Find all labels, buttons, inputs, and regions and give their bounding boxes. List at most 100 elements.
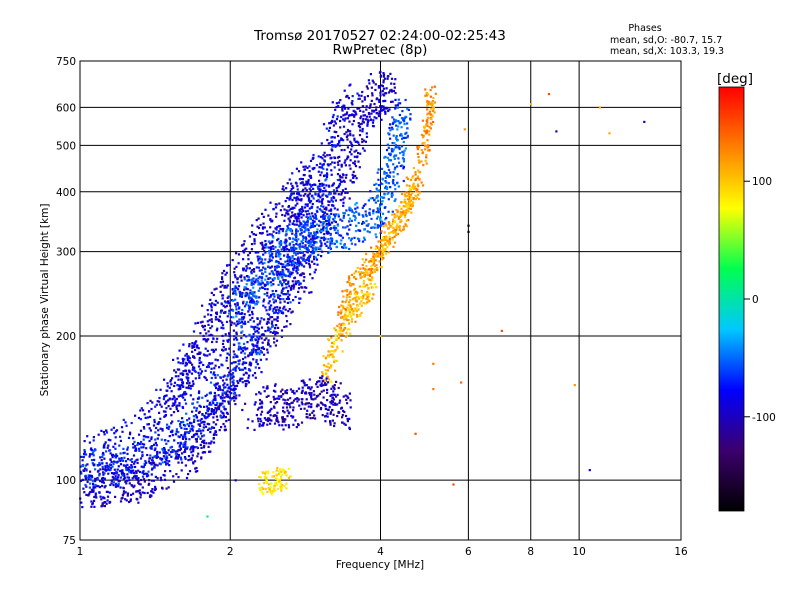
echo-point xyxy=(416,152,419,155)
echo-point xyxy=(200,361,203,364)
echo-point xyxy=(345,335,348,338)
echo-point xyxy=(299,242,302,246)
echo-point xyxy=(250,297,253,300)
echo-point xyxy=(305,398,308,401)
echo-point xyxy=(281,228,284,231)
echo-point xyxy=(371,286,375,289)
echo-point xyxy=(388,223,391,226)
echo-point xyxy=(353,215,357,218)
echo-point xyxy=(288,248,291,252)
echo-point xyxy=(170,414,173,417)
echo-point xyxy=(313,414,316,417)
echo-point xyxy=(252,277,255,280)
echo-point xyxy=(122,447,125,450)
echo-point xyxy=(240,274,243,277)
echo-point xyxy=(319,376,322,379)
echo-point xyxy=(201,324,204,327)
echo-point xyxy=(252,268,256,271)
echo-point xyxy=(300,210,303,213)
echo-point xyxy=(345,173,348,177)
echo-point xyxy=(222,311,225,314)
echo-point xyxy=(318,200,321,203)
echo-point xyxy=(250,231,254,234)
echo-point xyxy=(124,480,127,483)
echo-point xyxy=(339,332,342,335)
echo-point xyxy=(294,261,297,264)
echo-point xyxy=(242,318,245,321)
echo-point xyxy=(555,130,558,133)
echo-point xyxy=(90,474,93,478)
echo-point xyxy=(258,262,261,265)
echo-point xyxy=(232,350,235,353)
echo-point xyxy=(123,464,126,467)
echo-point xyxy=(273,482,276,485)
echo-point xyxy=(276,466,279,470)
echo-point xyxy=(344,414,348,418)
echo-point xyxy=(285,392,288,395)
echo-point xyxy=(182,359,185,362)
echo-point xyxy=(375,182,378,185)
echo-point xyxy=(320,215,323,218)
echo-point xyxy=(198,362,201,365)
echo-point xyxy=(81,464,85,467)
echo-point xyxy=(284,245,287,248)
echo-point xyxy=(352,214,355,217)
echo-point xyxy=(376,207,379,210)
echo-point xyxy=(311,212,314,215)
echo-point xyxy=(382,105,385,108)
echo-point xyxy=(310,403,313,406)
echo-point xyxy=(239,377,242,380)
echo-point xyxy=(385,236,388,239)
echo-point xyxy=(425,145,428,148)
echo-point xyxy=(381,212,385,215)
echo-point xyxy=(359,267,362,270)
echo-point xyxy=(366,121,369,124)
echo-point xyxy=(94,468,97,471)
echo-point xyxy=(374,248,377,251)
echo-point xyxy=(100,429,103,432)
echo-point xyxy=(365,108,368,111)
echo-point xyxy=(292,399,296,402)
echo-point xyxy=(324,237,327,240)
echo-point xyxy=(298,297,301,300)
echo-point xyxy=(375,106,378,109)
echo-point xyxy=(101,476,105,480)
echo-point xyxy=(240,331,243,334)
echo-point xyxy=(170,455,173,458)
echo-point xyxy=(271,316,274,319)
echo-point xyxy=(426,124,429,127)
echo-point xyxy=(225,411,229,414)
echo-point xyxy=(379,249,382,252)
echo-point xyxy=(173,403,176,406)
echo-point xyxy=(186,423,189,426)
echo-point xyxy=(324,155,327,158)
echo-point xyxy=(370,269,373,272)
echo-point xyxy=(293,252,296,255)
echo-point xyxy=(230,392,233,395)
echo-point xyxy=(170,383,173,386)
echo-point xyxy=(250,272,253,275)
echo-point xyxy=(267,326,270,329)
echo-point xyxy=(351,95,354,98)
echo-point xyxy=(104,466,107,469)
echo-point xyxy=(245,383,248,386)
echo-point xyxy=(94,494,97,497)
echo-point xyxy=(337,313,340,316)
echo-point xyxy=(371,226,375,229)
echo-point xyxy=(283,265,286,269)
echo-point xyxy=(372,255,375,258)
echo-point xyxy=(320,236,323,239)
echo-point xyxy=(214,348,217,351)
echo-point xyxy=(382,81,385,84)
echo-point xyxy=(406,107,409,111)
echo-point xyxy=(248,361,252,364)
echo-point xyxy=(265,418,268,421)
echo-point xyxy=(276,478,279,481)
echo-point xyxy=(304,247,307,250)
echo-point xyxy=(196,397,200,400)
echo-point xyxy=(398,147,401,151)
echo-point xyxy=(388,235,391,238)
echo-point xyxy=(198,410,201,413)
echo-point xyxy=(285,487,288,490)
echo-point xyxy=(232,379,235,382)
